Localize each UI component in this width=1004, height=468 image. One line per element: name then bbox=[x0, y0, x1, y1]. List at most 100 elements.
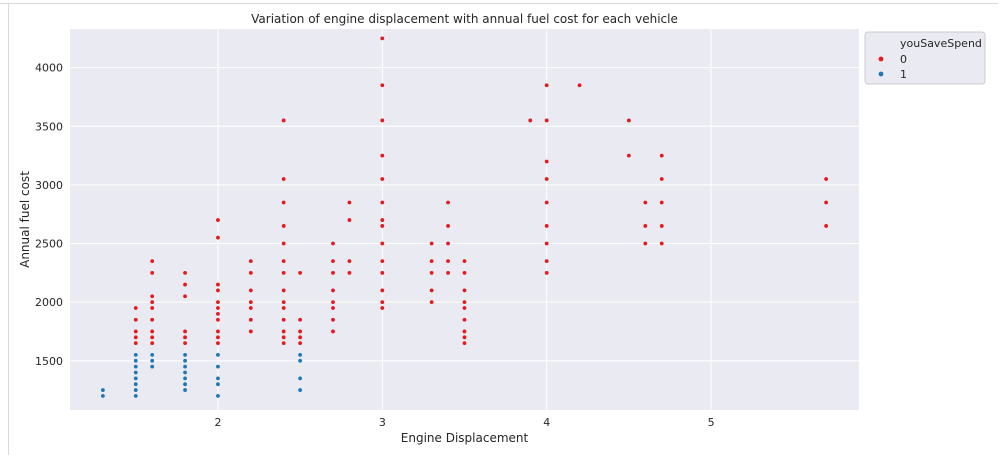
x-tick-label: 2 bbox=[214, 416, 221, 429]
data-point-series-0 bbox=[544, 118, 549, 123]
data-point-series-0 bbox=[216, 311, 220, 316]
data-point-series-0 bbox=[298, 341, 303, 346]
data-point-series-0 bbox=[150, 294, 155, 299]
data-point-series-1 bbox=[216, 382, 220, 387]
data-point-series-0 bbox=[331, 300, 335, 305]
data-point-series-0 bbox=[659, 224, 664, 228]
data-point-series-0 bbox=[429, 288, 434, 293]
legend: youSaveSpend 0 1 bbox=[864, 31, 986, 85]
data-point-series-1 bbox=[150, 353, 155, 357]
data-point-series-0 bbox=[643, 200, 648, 205]
data-point-series-0 bbox=[380, 270, 385, 275]
data-point-series-0 bbox=[216, 317, 220, 322]
data-point-series-0 bbox=[150, 306, 155, 310]
data-point-series-0 bbox=[183, 341, 187, 346]
data-point-series-0 bbox=[216, 235, 220, 240]
legend-label-1: 1 bbox=[900, 68, 907, 81]
data-point-series-0 bbox=[347, 259, 352, 264]
data-point-series-0 bbox=[150, 259, 155, 264]
data-point-series-0 bbox=[446, 241, 450, 246]
window-frame-left bbox=[8, 3, 9, 455]
data-point-series-0 bbox=[150, 317, 155, 322]
data-point-series-0 bbox=[462, 300, 467, 305]
data-point-series-0 bbox=[462, 288, 467, 293]
data-point-series-0 bbox=[429, 300, 434, 305]
data-point-series-0 bbox=[183, 335, 187, 340]
data-point-series-0 bbox=[380, 288, 385, 293]
data-point-series-0 bbox=[331, 306, 335, 310]
data-point-series-0 bbox=[133, 329, 138, 334]
data-point-series-0 bbox=[281, 329, 286, 334]
x-tick-label: 3 bbox=[379, 416, 386, 429]
data-point-series-0 bbox=[380, 300, 385, 305]
data-point-series-1 bbox=[183, 376, 187, 381]
data-point-series-0 bbox=[183, 282, 187, 287]
data-point-series-0 bbox=[298, 329, 303, 334]
data-point-series-0 bbox=[248, 300, 253, 305]
data-point-series-0 bbox=[528, 118, 533, 123]
data-point-series-1 bbox=[183, 353, 187, 357]
data-point-series-0 bbox=[446, 259, 450, 264]
data-point-series-1 bbox=[133, 358, 138, 363]
data-point-series-0 bbox=[462, 306, 467, 310]
data-point-series-0 bbox=[380, 200, 385, 205]
data-point-series-0 bbox=[462, 341, 467, 346]
data-point-series-0 bbox=[462, 335, 467, 340]
data-point-series-1 bbox=[216, 394, 220, 398]
data-point-series-0 bbox=[659, 200, 664, 205]
data-point-series-0 bbox=[380, 218, 385, 222]
tick-labels: 2 3 4 5 1500 2000 2500 3000 3500 4000 bbox=[35, 62, 715, 429]
y-tick-label: 2000 bbox=[35, 296, 63, 309]
data-point-series-0 bbox=[281, 341, 286, 346]
data-point-series-1 bbox=[133, 376, 138, 381]
data-point-series-0 bbox=[133, 317, 138, 322]
data-point-series-0 bbox=[281, 224, 286, 228]
data-point-series-0 bbox=[380, 224, 385, 228]
plot-area bbox=[70, 29, 859, 410]
data-point-series-0 bbox=[462, 270, 467, 275]
data-point-series-0 bbox=[824, 224, 829, 228]
chart-title: Variation of engine displacement with an… bbox=[251, 12, 678, 26]
data-point-series-0 bbox=[248, 270, 253, 275]
x-tick-label: 4 bbox=[543, 416, 550, 429]
data-point-series-0 bbox=[544, 241, 549, 246]
data-point-series-0 bbox=[380, 177, 385, 181]
legend-title: youSaveSpend bbox=[900, 37, 982, 50]
data-point-series-0 bbox=[446, 224, 450, 228]
data-point-series-1 bbox=[298, 376, 303, 381]
data-point-series-0 bbox=[281, 335, 286, 340]
data-point-series-0 bbox=[281, 177, 286, 181]
data-point-series-0 bbox=[331, 241, 335, 246]
data-point-series-1 bbox=[183, 358, 187, 363]
data-point-series-0 bbox=[216, 329, 220, 334]
data-point-series-0 bbox=[429, 241, 434, 246]
data-point-series-0 bbox=[216, 288, 220, 293]
y-tick-label: 4000 bbox=[35, 62, 63, 75]
data-point-series-0 bbox=[544, 270, 549, 275]
data-point-series-0 bbox=[544, 83, 549, 88]
data-point-series-0 bbox=[429, 270, 434, 275]
data-point-series-0 bbox=[183, 270, 187, 275]
data-point-series-1 bbox=[100, 388, 105, 392]
data-point-series-0 bbox=[824, 177, 829, 181]
data-point-series-1 bbox=[133, 388, 138, 392]
data-point-series-0 bbox=[150, 335, 155, 340]
data-point-series-0 bbox=[248, 259, 253, 264]
data-point-series-0 bbox=[380, 83, 385, 88]
data-point-series-1 bbox=[298, 358, 303, 363]
legend-marker-0 bbox=[878, 56, 884, 62]
data-point-series-1 bbox=[216, 364, 220, 369]
data-point-series-1 bbox=[133, 370, 138, 375]
data-point-series-0 bbox=[248, 317, 253, 322]
data-point-series-0 bbox=[544, 224, 549, 228]
data-point-series-0 bbox=[626, 153, 631, 158]
data-point-series-0 bbox=[298, 270, 303, 275]
data-point-series-1 bbox=[150, 358, 155, 363]
data-point-series-0 bbox=[380, 259, 385, 264]
data-point-series-0 bbox=[462, 329, 467, 334]
data-point-series-0 bbox=[347, 218, 352, 222]
data-point-series-0 bbox=[347, 200, 352, 205]
data-point-series-0 bbox=[150, 329, 155, 334]
window-frame-top bbox=[0, 3, 998, 4]
